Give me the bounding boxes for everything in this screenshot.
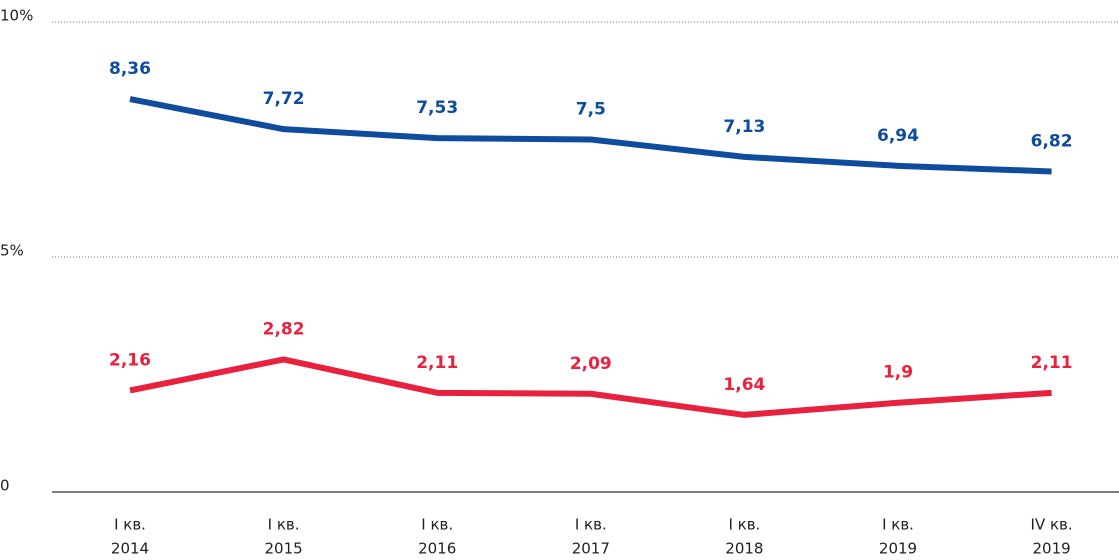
data-label: 2,16 (109, 350, 151, 370)
data-label: 7,53 (416, 98, 458, 118)
x-tick-label: I кв. (728, 516, 760, 534)
y-tick-label: 10% (0, 7, 33, 25)
data-label: 2,11 (1031, 353, 1073, 373)
series-line (129, 356, 1052, 418)
x-tick-label: 2016 (418, 540, 456, 558)
x-tick-label: 2014 (111, 540, 149, 558)
x-tick-label: I кв. (114, 516, 146, 534)
x-tick-label: I кв. (268, 516, 300, 534)
data-label: 2,09 (570, 354, 612, 374)
data-label: 6,94 (877, 126, 919, 146)
data-label: 1,9 (883, 363, 913, 383)
x-tick-label: 2015 (265, 540, 303, 558)
x-tick-label: 2019 (1033, 540, 1071, 558)
data-label: 8,36 (109, 59, 151, 79)
x-tick-label: I кв. (882, 516, 914, 534)
data-label: 7,13 (723, 117, 765, 137)
x-tick-label: 2019 (879, 540, 917, 558)
x-tick-label: I кв. (421, 516, 453, 534)
x-tick-label: I кв. (575, 516, 607, 534)
x-tick-label: 2017 (572, 540, 610, 558)
series-line (129, 96, 1052, 175)
data-label: 7,5 (576, 100, 606, 120)
data-label: 2,82 (263, 319, 305, 339)
data-label: 6,82 (1031, 131, 1073, 151)
x-tick-label: IV кв. (1031, 516, 1073, 534)
x-tick-label: 2018 (725, 540, 763, 558)
data-label: 7,72 (263, 89, 305, 109)
y-tick-label: 5% (0, 242, 24, 260)
y-tick-label: 0 (0, 477, 10, 495)
data-label: 2,11 (416, 353, 458, 373)
data-label: 1,64 (723, 375, 765, 395)
